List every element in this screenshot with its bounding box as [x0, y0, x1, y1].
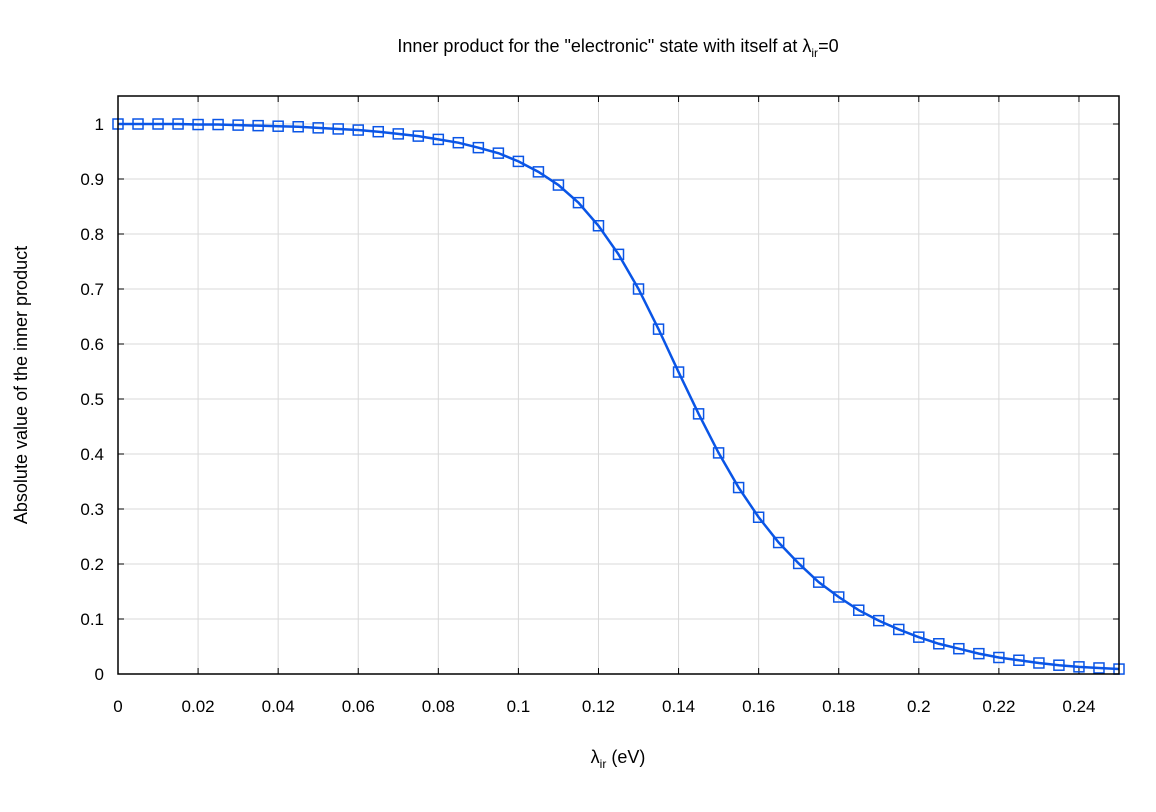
x-tick-label: 0.04: [262, 697, 295, 716]
data-point-marker: [1053, 659, 1065, 671]
x-tick-label: 0.18: [822, 697, 855, 716]
data-point-marker: [452, 136, 465, 149]
y-tick-label: 0.2: [80, 555, 104, 574]
y-tick-label: 0.3: [80, 500, 104, 519]
data-point-marker: [252, 119, 264, 132]
data-point-marker: [933, 638, 945, 650]
series-markers: [112, 118, 1125, 675]
x-tick-label: 0.22: [982, 697, 1015, 716]
data-point-marker: [672, 366, 685, 378]
data-point-marker: [772, 536, 785, 549]
data-point-marker: [412, 130, 425, 142]
data-point-marker: [692, 408, 705, 420]
x-tick-label: 0.02: [182, 697, 215, 716]
x-tick-label: 0: [113, 697, 122, 716]
y-tick-label: 1: [95, 115, 104, 134]
data-point-marker: [532, 166, 545, 178]
data-point-marker: [893, 623, 905, 636]
y-tick-labels: 0 0.1 0.2 0.3 0.4 0.5 0.6 0.7 0.8 0.9 1: [80, 115, 104, 684]
data-point-marker: [1073, 661, 1085, 673]
x-tick-label: 0.14: [662, 697, 695, 716]
data-point-marker: [973, 647, 985, 660]
chart-title: Inner product for the "electronic" state…: [397, 36, 838, 60]
plot-frame: [117, 95, 1120, 675]
data-point-marker: [712, 447, 725, 459]
data-point-marker: [272, 120, 284, 132]
data-point-marker: [873, 614, 885, 627]
y-tick-label: 0.8: [80, 225, 104, 244]
x-tick-label: 0.06: [342, 697, 375, 716]
x-axis-label: λir (eV): [591, 747, 646, 771]
data-point-marker: [792, 557, 805, 570]
y-tick-label: 0.9: [80, 170, 104, 189]
data-point-marker: [492, 147, 505, 159]
y-axis-label: Absolute value of the inner product: [11, 246, 31, 524]
x-tick-label: 0.08: [422, 697, 455, 716]
series-line: [118, 122, 1120, 671]
x-tick-label: 0.2: [907, 697, 931, 716]
y-tick-label: 0: [95, 665, 104, 684]
data-point-marker: [292, 121, 304, 133]
data-point-marker: [1013, 654, 1025, 666]
data-point-marker: [913, 631, 925, 643]
data-point-marker: [352, 124, 364, 136]
data-point-marker: [832, 591, 845, 603]
gridlines: [117, 96, 1119, 675]
data-point-marker: [132, 118, 144, 130]
data-point-marker: [1093, 662, 1105, 674]
data-point-marker: [152, 118, 164, 130]
x-tick-label: 0.16: [742, 697, 775, 716]
data-point-marker: [1033, 657, 1045, 669]
data-point-marker: [392, 128, 405, 140]
data-point-marker: [552, 179, 565, 191]
y-tick-label: 0.1: [80, 610, 104, 629]
data-point-marker: [993, 651, 1005, 664]
data-point-marker: [632, 283, 645, 295]
data-point-marker: [212, 118, 224, 131]
data-point-marker: [172, 118, 184, 130]
data-point-marker: [612, 248, 625, 261]
data-point-marker: [572, 196, 585, 209]
data-point-marker: [592, 220, 605, 232]
data-point-marker: [372, 125, 385, 138]
data-point-marker: [852, 604, 865, 616]
data-point-marker: [752, 511, 765, 523]
x-tick-label: 0.12: [582, 697, 615, 716]
data-point-marker: [432, 133, 445, 146]
x-tick-label: 0.24: [1062, 697, 1095, 716]
data-point-marker: [232, 119, 244, 131]
data-point-marker: [332, 123, 344, 135]
data-point-marker: [732, 481, 745, 494]
x-tick-labels: 0 0.02 0.04 0.06 0.08 0.1 0.12 0.14 0.16 0.18 0.2 0…: [113, 697, 1095, 716]
data-point-marker: [812, 576, 825, 588]
y-tick-label: 0.6: [80, 335, 104, 354]
data-point-marker: [192, 118, 204, 131]
y-tick-label: 0.5: [80, 390, 104, 409]
data-point-marker: [652, 323, 665, 335]
data-point-marker: [312, 122, 324, 134]
data-point-marker: [512, 155, 525, 168]
y-tick-label: 0.4: [80, 445, 104, 464]
y-tick-label: 0.7: [80, 280, 104, 299]
x-tick-label: 0.1: [507, 697, 531, 716]
data-point-marker: [472, 141, 485, 154]
data-point-marker: [953, 642, 965, 655]
